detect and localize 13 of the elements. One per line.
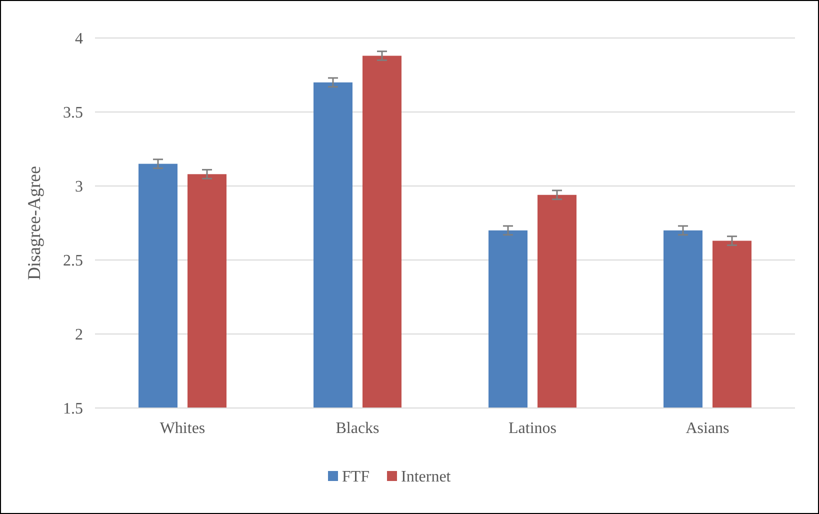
x-tick-label: Asians [686, 420, 730, 437]
x-tick-label: Blacks [336, 420, 380, 437]
y-tick-label: 4 [75, 30, 83, 48]
y-tick-label: 3 [75, 178, 83, 196]
legend-label: FTF [342, 468, 370, 486]
x-tick-label: Latinos [508, 420, 556, 437]
y-tick-label: 3.5 [63, 104, 83, 122]
y-tick-label: 1.5 [63, 400, 83, 418]
y-tick-label: 2 [75, 326, 83, 344]
y-tick-label: 2.5 [63, 252, 83, 270]
y-axis-title: Disagree-Agree [24, 166, 44, 280]
legend-label: Internet [401, 468, 452, 486]
x-tick-label: Whites [160, 420, 206, 437]
